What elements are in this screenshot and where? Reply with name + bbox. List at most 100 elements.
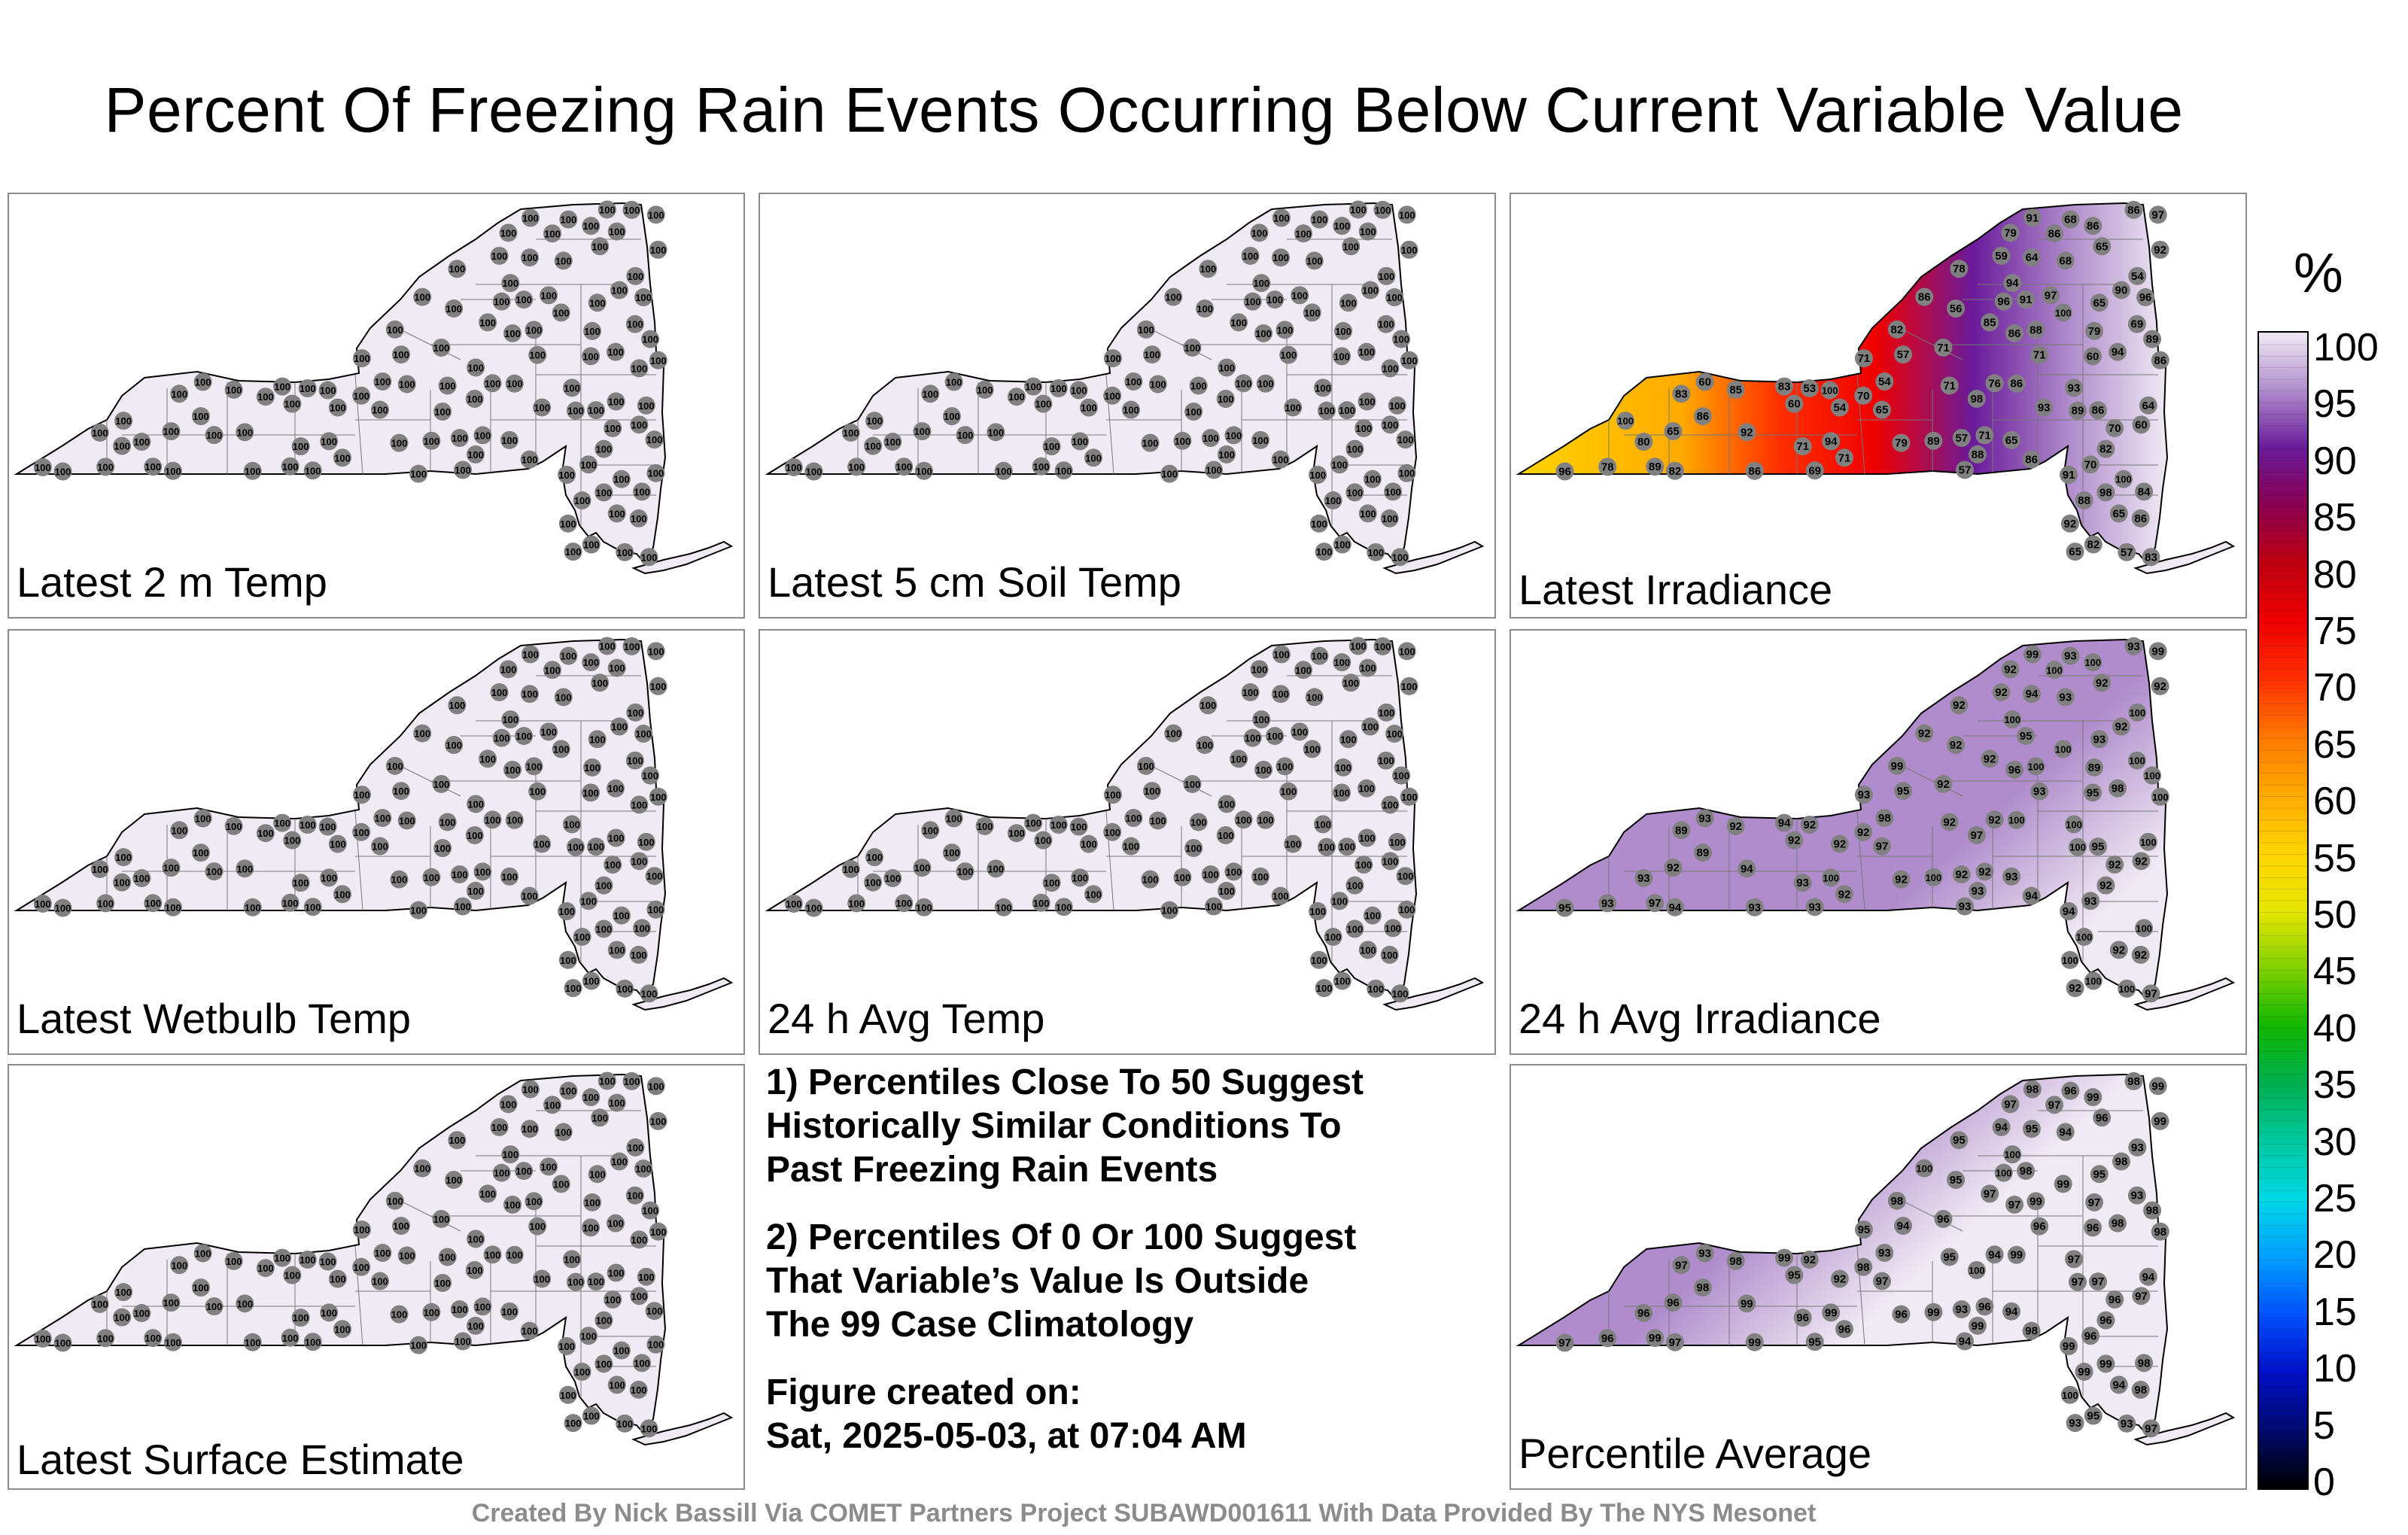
- station-value: 99: [2063, 1340, 2075, 1353]
- station-value: 100: [372, 841, 388, 853]
- station-value: 100: [2062, 955, 2078, 966]
- station-value: 100: [648, 1081, 664, 1092]
- panel-label: Latest Irradiance: [1519, 566, 1833, 613]
- station-dot: [205, 426, 223, 445]
- station-value: 100: [504, 764, 521, 776]
- station-marker: 65: [1664, 422, 1683, 441]
- station-dot: [1272, 645, 1291, 664]
- station-marker: 92: [1785, 831, 1804, 850]
- station-marker: 100: [490, 1117, 509, 1136]
- station-marker: 100: [2054, 740, 2072, 758]
- station-value: 100: [97, 898, 114, 909]
- station-value: 100: [957, 866, 974, 877]
- station-dot: [1391, 548, 1409, 567]
- station-marker: 93: [2090, 730, 2109, 749]
- station-dot: [1950, 696, 1969, 715]
- station-value: 100: [1280, 786, 1297, 798]
- station-dot: [1367, 979, 1385, 998]
- station-marker: 100: [1271, 248, 1290, 267]
- station-value: 100: [374, 813, 391, 824]
- station-value: 100: [1081, 403, 1097, 414]
- station-value: 92: [2112, 944, 2125, 956]
- station-dot: [634, 725, 653, 743]
- station-marker: 93: [2002, 867, 2021, 886]
- station-marker: 100: [1381, 359, 1400, 378]
- station-marker: 100: [370, 400, 389, 419]
- station-value: 100: [555, 692, 572, 703]
- station-value: 97: [2068, 1253, 2081, 1266]
- station-value: 86: [2087, 220, 2099, 233]
- station-dot: [1975, 862, 1994, 881]
- station-marker: 100: [607, 658, 626, 677]
- station-marker: 92: [1800, 1251, 1819, 1269]
- station-dot: [2001, 223, 2020, 242]
- station-marker: 100: [1136, 756, 1155, 775]
- station-value: 100: [165, 1337, 181, 1348]
- station-dot: [1103, 822, 1122, 841]
- station-value: 95: [2026, 1123, 2039, 1135]
- station-marker: 100: [1279, 782, 1298, 801]
- station-value: 70: [1857, 390, 1870, 403]
- station-value: 100: [1165, 728, 1181, 740]
- station-value: 89: [2146, 333, 2159, 346]
- station-marker: 100: [465, 1260, 484, 1279]
- station-dot: [291, 437, 310, 456]
- station-marker: 100: [554, 688, 573, 707]
- station-marker: 100: [1024, 813, 1043, 832]
- station-value: 100: [1253, 278, 1269, 289]
- long-island-shape: [2133, 977, 2236, 1011]
- station-marker: 100: [413, 287, 432, 306]
- station-value: 93: [2084, 895, 2097, 907]
- station-dot: [1820, 381, 1839, 400]
- station-marker: 98: [2124, 1071, 2143, 1090]
- station-dot: [2061, 646, 2080, 665]
- station-dot: [2054, 740, 2072, 758]
- station-marker: 100: [2068, 837, 2087, 856]
- station-marker: 100: [236, 423, 254, 442]
- station-marker: 100: [1397, 205, 1416, 224]
- station-value: 100: [1389, 400, 1406, 412]
- station-marker: 80: [1634, 433, 1653, 451]
- station-value: 100: [567, 842, 584, 853]
- station-dot: [594, 876, 613, 895]
- station-value: 100: [502, 1149, 518, 1160]
- station-marker: 92: [1892, 870, 1911, 889]
- station-marker: 100: [1345, 439, 1364, 458]
- station-marker: 100: [320, 432, 339, 451]
- station-value: 93: [1858, 789, 1871, 801]
- station-marker: 100: [1330, 455, 1349, 474]
- station-marker: 97: [2065, 1250, 2084, 1269]
- station-dot: [543, 661, 562, 679]
- station-dot: [1400, 787, 1418, 806]
- station-dot: [1934, 774, 1953, 793]
- colorbar-tick: 65: [2313, 722, 2357, 767]
- station-marker: 100: [1291, 722, 1309, 741]
- station-dot: [144, 1329, 163, 1348]
- station-dot: [2139, 396, 2157, 415]
- station-value: 97: [1876, 1275, 1889, 1288]
- station-dot: [1377, 266, 1396, 285]
- station-dot: [944, 372, 963, 391]
- station-value: 93: [1698, 1248, 1711, 1260]
- station-dot: [515, 1162, 534, 1181]
- station-marker: 100: [473, 862, 492, 881]
- station-dot: [1830, 834, 1849, 853]
- station-marker: 100: [616, 1414, 634, 1433]
- station-value: 100: [114, 1312, 130, 1324]
- station-dot: [1388, 832, 1406, 851]
- station-value: 100: [299, 383, 316, 394]
- station-dot: [1634, 1304, 1653, 1323]
- station-marker: 100: [467, 445, 485, 464]
- station-marker: 92: [1934, 774, 1953, 793]
- station-value: 100: [1272, 454, 1289, 466]
- station-value: 100: [133, 436, 150, 448]
- station-dot: [1241, 246, 1260, 265]
- station-marker: 100: [1392, 766, 1411, 785]
- station-value: 95: [1788, 1269, 1801, 1282]
- station-value: 100: [424, 1307, 440, 1318]
- station-dot: [2148, 1077, 2167, 1096]
- station-marker: 57: [1956, 460, 1975, 479]
- station-marker: 100: [433, 839, 452, 858]
- station-marker: 94: [1775, 813, 1794, 832]
- map-panel-latest-irradiance: 54 53 57 54 57 54 60 56 65 57 69 59 65 65 57 65 68 60 64 69…: [1510, 193, 2247, 619]
